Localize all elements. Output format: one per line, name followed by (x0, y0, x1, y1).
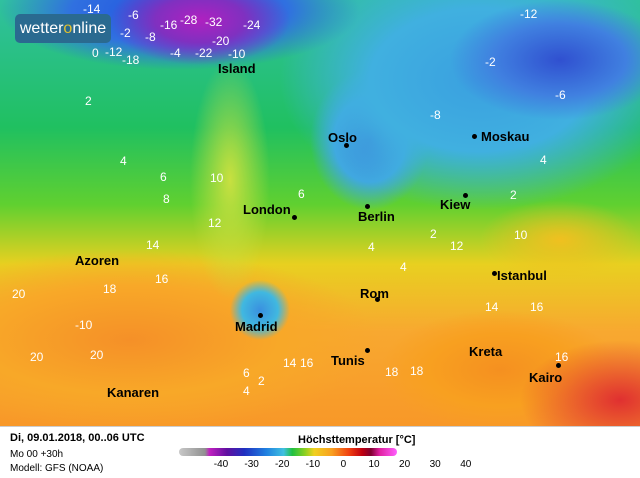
temperature-value: -2 (485, 55, 496, 69)
temperature-value: -32 (205, 15, 223, 29)
temperature-value: -6 (555, 88, 566, 102)
temperature-value: 12 (208, 216, 222, 230)
temperature-value: -22 (195, 46, 213, 60)
temperature-value: 4 (400, 260, 407, 274)
city-label: London (243, 202, 291, 217)
city-label: Kiew (440, 197, 471, 212)
temperature-value: 8 (163, 192, 170, 206)
city-label: Berlin (358, 209, 395, 224)
temperature-value: -2 (120, 26, 131, 40)
temperature-value: 4 (540, 153, 547, 167)
temperature-value: -16 (160, 18, 178, 32)
city-label: Kairo (529, 370, 563, 385)
temperature-value: 10 (514, 228, 528, 242)
scale-tick: 30 (429, 459, 441, 470)
city-marker (292, 215, 297, 220)
temperature-value: 12 (450, 239, 464, 253)
city-label: Madrid (235, 319, 278, 334)
temperature-value: 4 (368, 240, 375, 254)
temperature-value: 4 (120, 154, 127, 168)
city-label: Tunis (331, 353, 365, 368)
scale-tick: -30 (244, 459, 259, 470)
temperature-value: 16 (155, 272, 169, 286)
temperature-value: 10 (210, 171, 224, 185)
temperature-value: -4 (170, 46, 181, 60)
color-scale (179, 448, 397, 456)
city-marker (365, 348, 370, 353)
scale-tick: 0 (340, 459, 347, 470)
legend-title: Höchsttemperatur [°C] (298, 434, 416, 446)
temperature-value: 6 (160, 170, 167, 184)
model-name: Modell: GFS (NOAA) (10, 463, 104, 474)
temperature-value: 14 (283, 356, 297, 370)
temperature-value: 20 (12, 287, 26, 301)
temperature-value: 18 (410, 364, 424, 378)
scale-tick: -10 (305, 459, 321, 470)
city-label: Oslo (328, 130, 357, 145)
temperature-value: -12 (520, 7, 538, 21)
city-marker (344, 143, 349, 148)
temperature-value: 20 (90, 348, 104, 362)
temperature-value: 0 (92, 46, 99, 60)
city-label: Kanaren (107, 385, 160, 400)
temperature-value: 4 (243, 384, 250, 398)
temperature-value: 16 (300, 356, 314, 370)
temperature-value: -10 (75, 318, 93, 332)
temperature-value: -10 (228, 47, 246, 61)
model-run: Mo 00 +30h (10, 449, 64, 460)
temperature-value: 6 (298, 187, 305, 201)
temperature-value: -8 (430, 108, 441, 122)
temperature-value: 2 (85, 94, 92, 108)
temperature-value: 14 (485, 300, 499, 314)
temperature-value: -24 (243, 18, 261, 32)
scale-tick: 10 (368, 459, 380, 470)
city-marker (375, 297, 380, 302)
temperature-value: 16 (530, 300, 544, 314)
city-label: Azoren (75, 253, 120, 268)
temperature-value: 2 (510, 188, 517, 202)
city-label: Island (218, 61, 256, 76)
temperature-value: 2 (258, 374, 265, 388)
temperature-value: -20 (212, 34, 230, 48)
city-label: Istanbul (497, 268, 547, 283)
temperature-value: 2 (430, 227, 437, 241)
city-label: Kreta (469, 344, 503, 359)
temperature-value: -12 (105, 45, 123, 59)
temperature-value: 6 (243, 366, 250, 380)
wetteronline-logo[interactable]: wetteronline (15, 14, 111, 43)
temperature-value: 16 (555, 350, 569, 364)
city-marker (365, 204, 370, 209)
temperature-value: -6 (128, 8, 139, 22)
scale-tick: 40 (460, 459, 472, 470)
city-marker (472, 134, 477, 139)
city-label: Rom (360, 286, 389, 301)
scale-tick: -40 (213, 459, 229, 470)
temperature-value: -14 (83, 2, 101, 16)
city-marker (492, 271, 497, 276)
temperature-value: -28 (180, 13, 198, 27)
forecast-date: Di, 09.01.2018, 00..06 UTC (10, 432, 145, 444)
map-footer: Di, 09.01.2018, 00..06 UTC Mo 00 +30h Mo… (0, 426, 640, 478)
temperature-value: 18 (385, 365, 399, 379)
city-marker (463, 193, 468, 198)
scale-tick: 20 (399, 459, 411, 470)
city-marker (556, 363, 561, 368)
temperature-value: 14 (146, 238, 160, 252)
temperature-value: -18 (122, 53, 140, 67)
city-label: Moskau (481, 129, 530, 144)
city-marker (258, 313, 263, 318)
temperature-map[interactable]: wetteronline Island Oslo Moskau London Berli… (0, 0, 640, 426)
temperature-value: -8 (145, 30, 156, 44)
temperature-value: 20 (30, 350, 44, 364)
scale-tick: -20 (274, 459, 290, 470)
temperature-value: 18 (103, 282, 117, 296)
